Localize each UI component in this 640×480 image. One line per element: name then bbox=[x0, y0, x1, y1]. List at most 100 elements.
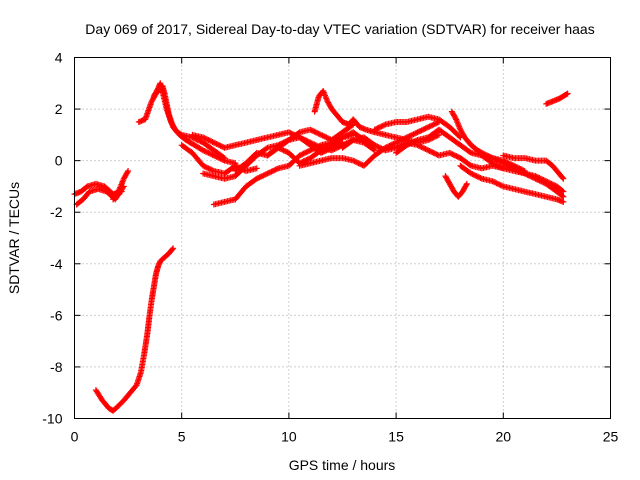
data-point bbox=[452, 152, 459, 159]
data-point bbox=[308, 127, 315, 134]
data-point bbox=[307, 126, 314, 133]
data-point bbox=[523, 171, 530, 178]
series-arc-d bbox=[92, 245, 177, 414]
series-arc-t bbox=[457, 162, 567, 205]
data-point bbox=[427, 122, 434, 129]
data-point bbox=[201, 163, 208, 170]
data-point bbox=[213, 140, 220, 147]
data-point bbox=[413, 137, 420, 144]
data-point bbox=[205, 137, 212, 144]
data-point bbox=[559, 174, 566, 181]
data-point bbox=[492, 179, 499, 186]
data-point bbox=[259, 173, 266, 180]
data-point bbox=[269, 167, 276, 174]
data-point bbox=[466, 149, 473, 156]
data-point bbox=[381, 122, 388, 129]
data-point bbox=[301, 157, 308, 164]
data-point bbox=[319, 132, 326, 139]
data-point bbox=[419, 144, 426, 151]
data-point bbox=[351, 158, 358, 165]
data-point bbox=[375, 144, 382, 151]
data-point bbox=[431, 120, 438, 127]
data-point bbox=[316, 131, 323, 138]
data-point bbox=[490, 155, 497, 162]
series-arc-b bbox=[73, 183, 127, 208]
data-point bbox=[253, 175, 260, 182]
data-point bbox=[204, 136, 211, 143]
data-point bbox=[448, 150, 455, 157]
data-point bbox=[489, 160, 496, 167]
data-point bbox=[393, 144, 400, 151]
data-point bbox=[414, 129, 421, 136]
data-point bbox=[383, 144, 390, 151]
data-point bbox=[401, 135, 408, 142]
data-point bbox=[490, 160, 497, 167]
data-point bbox=[537, 178, 544, 185]
data-point bbox=[169, 246, 176, 253]
data-point bbox=[377, 124, 384, 131]
chart-title: Day 069 of 2017, Sidereal Day-to-day VTE… bbox=[85, 21, 594, 37]
data-point bbox=[435, 131, 442, 138]
data-point bbox=[411, 138, 418, 145]
data-point bbox=[322, 145, 329, 152]
series-arc-c bbox=[110, 167, 132, 203]
data-point bbox=[218, 156, 225, 163]
data-point bbox=[494, 162, 501, 169]
data-point bbox=[326, 143, 333, 150]
data-point bbox=[371, 126, 378, 133]
x-tick-label: 15 bbox=[388, 429, 404, 445]
data-point bbox=[324, 135, 331, 142]
data-point bbox=[472, 172, 479, 179]
series-arc-u bbox=[478, 152, 567, 200]
plot-frame bbox=[74, 57, 611, 419]
data-point bbox=[563, 91, 570, 98]
data-point bbox=[287, 129, 294, 136]
data-point bbox=[315, 130, 322, 137]
data-point bbox=[371, 147, 378, 154]
data-point bbox=[533, 176, 540, 183]
data-point bbox=[264, 170, 271, 177]
data-point bbox=[339, 139, 346, 146]
x-tick-label: 5 bbox=[178, 429, 186, 445]
data-point bbox=[356, 160, 363, 167]
data-point bbox=[256, 174, 263, 181]
data-point bbox=[399, 136, 406, 143]
series-arc-v bbox=[500, 152, 567, 182]
data-point bbox=[473, 173, 480, 180]
data-point bbox=[430, 149, 437, 156]
data-point bbox=[496, 163, 503, 170]
data-point bbox=[340, 133, 347, 140]
data-point bbox=[216, 142, 223, 149]
data-point bbox=[208, 151, 215, 158]
data-point bbox=[431, 150, 438, 157]
data-point bbox=[210, 152, 217, 159]
data-point bbox=[212, 140, 219, 147]
data-point bbox=[389, 141, 396, 148]
data-point bbox=[281, 147, 288, 154]
data-point bbox=[418, 127, 425, 134]
data-point bbox=[500, 160, 507, 167]
data-point bbox=[209, 151, 216, 158]
data-point bbox=[406, 140, 413, 147]
data-point bbox=[300, 150, 307, 157]
data-point bbox=[494, 180, 501, 187]
data-point bbox=[421, 126, 428, 133]
data-point bbox=[493, 156, 500, 163]
data-point bbox=[490, 178, 497, 185]
data-point bbox=[417, 127, 424, 134]
data-point bbox=[322, 133, 329, 140]
series-arc-r bbox=[442, 173, 470, 200]
data-point bbox=[295, 130, 302, 137]
data-point bbox=[386, 142, 393, 149]
data-point bbox=[257, 173, 264, 180]
data-point bbox=[474, 173, 481, 180]
data-point bbox=[320, 146, 327, 153]
series-arc-o bbox=[296, 118, 442, 169]
data-point bbox=[560, 198, 567, 205]
data-point bbox=[346, 131, 353, 138]
data-point bbox=[320, 133, 327, 140]
data-point bbox=[418, 144, 425, 151]
data-point bbox=[280, 147, 287, 154]
data-point bbox=[413, 129, 420, 136]
